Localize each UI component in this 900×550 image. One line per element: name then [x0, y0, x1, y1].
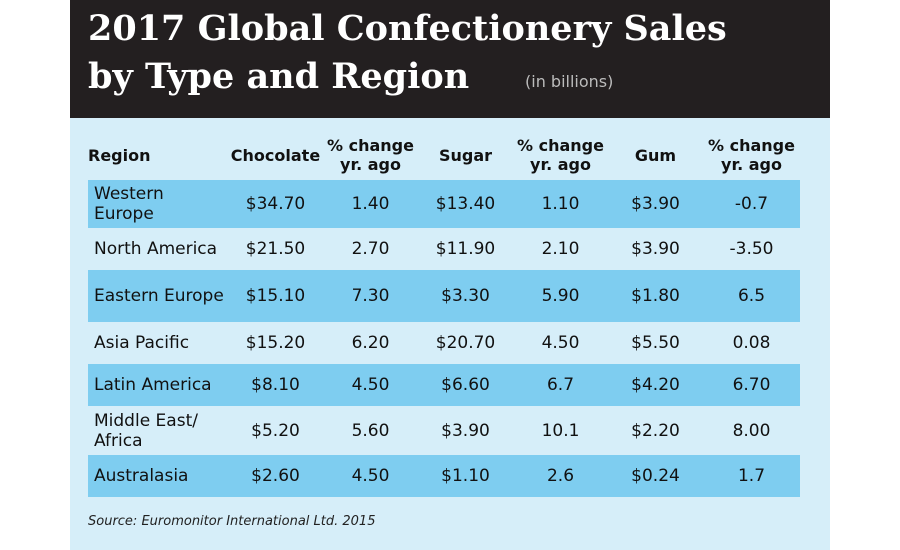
table-cell: 2.70 — [351, 239, 390, 259]
table-cell: 5.90 — [513, 270, 608, 322]
source-note: Source: Euromonitor International Ltd. 2… — [88, 514, 376, 529]
table-cell: $21.50 — [245, 239, 306, 259]
table-cell: 10.1 — [541, 420, 580, 441]
table-cell: -3.50 — [729, 239, 774, 259]
table-cell: 8.00 — [732, 420, 771, 441]
unit-note: (in billions) — [525, 72, 614, 91]
row-label: Asia Pacific — [94, 333, 190, 353]
table-cell: $20.70 — [435, 333, 496, 353]
table-cell: $5.20 — [251, 420, 300, 441]
column-header: % change yr. ago — [517, 136, 604, 174]
column-header: Gum — [634, 145, 677, 165]
table-cell: $2.20 — [631, 420, 680, 441]
table-cell: 5.60 — [351, 420, 390, 441]
table-cell: $3.30 — [418, 270, 513, 322]
table-cell: $1.80 — [608, 270, 703, 322]
table-cell: $3.90 — [608, 180, 703, 228]
table-cell: 6.5 — [703, 270, 800, 322]
data-table: Region Chocolate % change yr. ago Sugar % ch… — [88, 130, 800, 497]
column-header: % change yr. ago — [708, 136, 795, 174]
table-cell: 2.10 — [541, 239, 580, 259]
row-label: Eastern Europe — [88, 270, 228, 322]
row-label: Middle East/ Africa — [94, 410, 198, 451]
title-line: by Type and Region — [88, 56, 470, 97]
table-cell: 4.50 — [541, 333, 580, 353]
table-cell: 1.10 — [513, 180, 608, 228]
table-cell: 7.30 — [323, 270, 418, 322]
column-header: % change yr. ago — [327, 136, 414, 174]
table-cell: $4.20 — [608, 364, 703, 406]
table-cell: 4.50 — [323, 455, 418, 497]
row-label: Latin America — [88, 364, 228, 406]
table-cell: 2.6 — [513, 455, 608, 497]
table-cell: $15.20 — [245, 333, 306, 353]
row-label: North America — [94, 239, 218, 259]
table-cell: 1.40 — [323, 180, 418, 228]
table-cell: $3.90 — [631, 239, 680, 259]
column-header: Chocolate — [230, 145, 321, 165]
table-cell: 1.7 — [703, 455, 800, 497]
row-label: Western Europe — [88, 180, 228, 228]
table-cell: $13.40 — [418, 180, 513, 228]
table-cell: $15.10 — [228, 270, 323, 322]
table-cell: 6.70 — [703, 364, 800, 406]
column-header: Sugar — [438, 145, 493, 165]
table-cell: $3.90 — [441, 420, 490, 441]
table-cell: $8.10 — [228, 364, 323, 406]
title-line: 2017 Global Confectionery Sales — [88, 8, 727, 49]
table-cell: 6.7 — [513, 364, 608, 406]
row-label: Australasia — [88, 455, 228, 497]
table-cell: $6.60 — [418, 364, 513, 406]
table-cell: $0.24 — [608, 455, 703, 497]
table-cell: $34.70 — [228, 180, 323, 228]
table-cell: -0.7 — [703, 180, 800, 228]
table-cell: $2.60 — [228, 455, 323, 497]
header: 2017 Global Confectionery Sales by Type … — [70, 0, 830, 118]
table-cell: 0.08 — [732, 333, 771, 353]
table-cell: 4.50 — [323, 364, 418, 406]
table-cell: $5.50 — [631, 333, 680, 353]
table-cell: $11.90 — [435, 239, 496, 259]
column-header: Region — [88, 145, 151, 165]
table-cell: 6.20 — [351, 333, 390, 353]
table-cell: $1.10 — [418, 455, 513, 497]
